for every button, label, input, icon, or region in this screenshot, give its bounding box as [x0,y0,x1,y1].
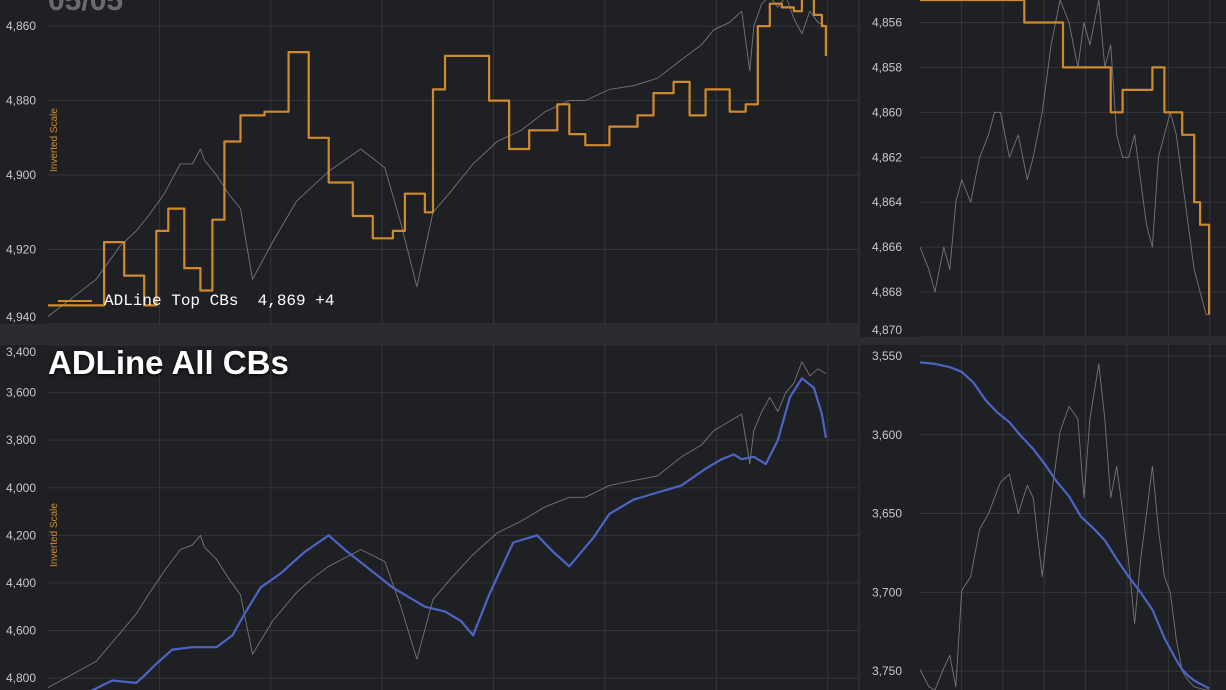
y-tick-label: 3,600 [872,428,902,442]
y-tick-label: 4,880 [6,94,36,108]
y-tick-label: 4,860 [6,19,36,33]
y-tick-label: 4,860 [872,105,902,119]
legend-series-value: 4,869 +4 [257,292,335,310]
series-line-grey [47,0,827,317]
inverted-scale-note: Inverted Scale [49,108,60,172]
top-side-chart: 4,856 4,858 4,860 4,862 4,864 4,866 4,868 4,870 [872,0,1226,337]
y-tick-label: 4,800 [6,671,36,685]
series-line-main [48,0,827,307]
legend-spacer [238,292,257,310]
y-tick-label: 4,864 [872,195,902,209]
series-line-grey [919,363,1210,690]
top-main-chart: 4,860 4,880 4,900 4,920 4,940 Inverted Scale [6,0,858,324]
y-tick-label: 3,400 [6,345,36,359]
bottom-chart-title: ADLine All CBs [48,344,289,381]
series-line-main [919,361,1210,690]
y-tick-label: 3,650 [872,507,902,521]
bottom-side-chart: 3,550 3,600 3,650 3,700 3,750 [872,345,1226,690]
y-tick-label: 4,000 [6,481,36,495]
legend-swatch-orange [58,300,92,302]
bottom-side-panel: 3,550 3,600 3,650 3,700 3,750 [860,345,1226,690]
bottom-main-panel: 3,400 3,600 3,800 4,000 4,200 4,400 4,600 4,800… [0,345,858,690]
legend-series-name: ADLine Top CBs [104,292,239,310]
y-tick-label: 4,600 [6,624,36,638]
y-tick-label: 4,870 [872,323,902,337]
bottom-main-chart: 3,400 3,600 3,800 4,000 4,200 4,400 4,600 4,800… [6,345,858,690]
top-chart-legend: ADLine Top CBs 4,869 +4 [58,292,334,310]
y-tick-label: 4,940 [6,310,36,324]
y-tick-label: 4,900 [6,168,36,182]
y-tick-label: 4,200 [6,528,36,542]
series-line-grey [47,361,827,688]
series-line-main [90,377,827,690]
y-tick-label: 3,700 [872,585,902,599]
series-line-main [920,0,1211,315]
y-tick-label: 3,800 [6,433,36,447]
y-tick-label: 3,550 [872,349,902,363]
top-main-panel: 4,860 4,880 4,900 4,920 4,940 Inverted Scale … [0,0,858,324]
y-tick-label: 4,862 [872,150,902,164]
y-tick-label: 4,920 [6,243,36,257]
y-tick-label: 4,400 [6,576,36,590]
y-tick-label: 3,750 [872,664,902,678]
y-tick-label: 4,866 [872,240,902,254]
faded-header-title: 05/05 [48,0,124,17]
y-tick-label: 3,600 [6,386,36,400]
inverted-scale-note: Inverted Scale [49,503,60,567]
top-side-panel: 4,856 4,858 4,860 4,862 4,864 4,866 4,868 4,870 [860,0,1226,337]
y-tick-label: 4,868 [872,285,902,299]
y-tick-label: 4,858 [872,60,902,74]
y-tick-label: 4,856 [872,15,902,29]
